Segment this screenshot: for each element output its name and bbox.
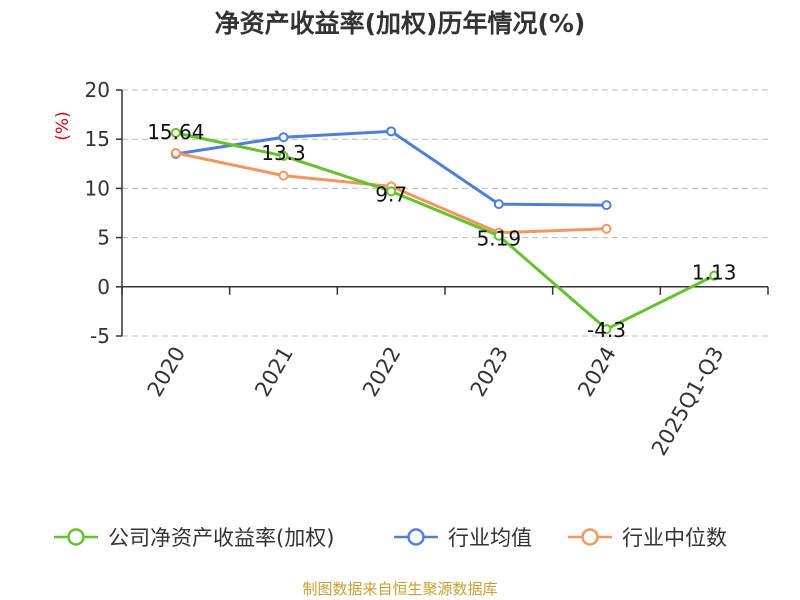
data-point-industry-avg (386, 126, 397, 137)
data-point-industry-avg (601, 200, 612, 211)
data-label-company: -4.3 (587, 318, 626, 342)
data-point-company (709, 270, 720, 281)
data-point-industry-median (601, 223, 612, 234)
data-point-industry-median (278, 170, 289, 181)
y-axis-unit-label: (%) (53, 111, 73, 140)
y-tick-label: -5 (90, 324, 110, 348)
data-point-industry-avg (493, 199, 504, 210)
x-tick-label: 2020 (143, 343, 191, 401)
data-point-company (493, 230, 504, 241)
data-label-company: 1.13 (692, 261, 737, 285)
y-tick-label: 5 (97, 226, 110, 250)
legend-item-industry-median[interactable]: 行业中位数 (566, 520, 727, 554)
chart-legend: 公司净资产收益率(加权) 行业均值 行业中位数 (0, 520, 800, 554)
data-point-company (601, 324, 612, 335)
y-tick-label: 15 (85, 127, 110, 151)
legend-industry-avg-marker-icon (394, 528, 438, 546)
data-point-company (170, 127, 181, 138)
data-source-note: 制图数据来自恒生聚源数据库 (302, 580, 498, 598)
data-label-company: 9.7 (375, 182, 407, 206)
y-tick-label: 0 (97, 275, 110, 299)
data-label-company: 5.19 (477, 227, 522, 251)
legend-industry-median-marker-icon (568, 528, 612, 546)
data-label-company: 13.3 (261, 141, 306, 165)
data-point-company (386, 186, 397, 197)
legend-label-industry-avg: 行业均值 (448, 526, 532, 550)
legend-item-industry-avg[interactable]: 行业均值 (392, 520, 532, 554)
data-point-industry-avg (278, 132, 289, 143)
x-tick-label: 2024 (573, 343, 621, 401)
legend-label-company: 公司净资产收益率(加权) (108, 526, 335, 550)
data-point-company (278, 150, 289, 161)
data-point-industry-median (170, 147, 181, 158)
x-tick-label: 2022 (358, 343, 406, 401)
legend-item-company[interactable]: 公司净资产收益率(加权) (52, 520, 334, 554)
y-tick-label: 10 (85, 176, 110, 200)
series-line-company (175, 131, 715, 331)
y-tick-label: 20 (85, 78, 110, 102)
legend-company-marker-icon (54, 528, 98, 546)
x-tick-label: 2023 (466, 343, 514, 401)
x-tick-label: 2025Q1-Q3 (647, 343, 729, 460)
data-label-company: 15.64 (147, 120, 204, 144)
legend-label-industry-median: 行业中位数 (622, 526, 727, 550)
chart-title: 净资产收益率(加权)历年情况(%) (214, 9, 586, 38)
x-tick-label: 2021 (250, 343, 298, 401)
